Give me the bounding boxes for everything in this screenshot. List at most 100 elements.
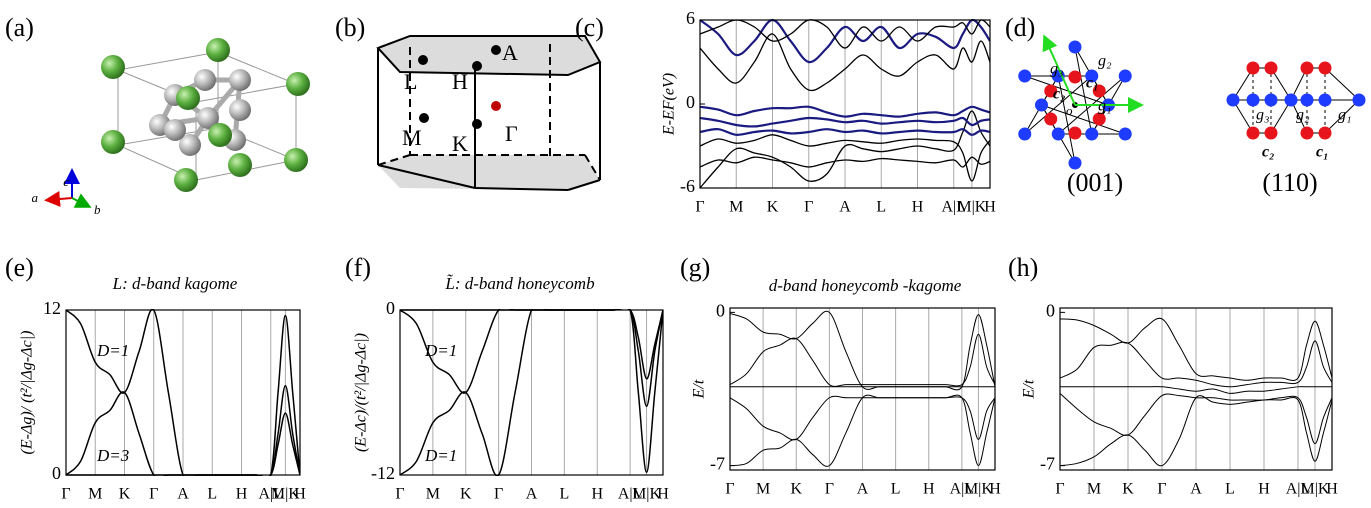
atom-green bbox=[101, 130, 125, 154]
band-line bbox=[700, 110, 990, 189]
band-line bbox=[700, 116, 990, 128]
x-tick-label: K bbox=[790, 481, 802, 498]
y-tick-label: 0 bbox=[386, 298, 395, 318]
x-tick-label: Γ bbox=[395, 486, 404, 503]
x-tick-label: Γ bbox=[149, 486, 158, 503]
panel-label: (f) bbox=[345, 253, 371, 282]
bond bbox=[1057, 75, 1076, 164]
bz-point bbox=[491, 101, 501, 111]
atom-green bbox=[174, 168, 198, 192]
x-tick-label: M bbox=[426, 486, 440, 503]
label: L bbox=[404, 69, 417, 94]
x-tick-label: M bbox=[756, 481, 770, 498]
x-tick-label: Γ bbox=[695, 199, 704, 216]
band-line bbox=[730, 394, 995, 467]
y-tick-label: 0 bbox=[686, 92, 695, 112]
x-tick-label: M|K bbox=[1301, 481, 1330, 498]
site-g bbox=[1264, 93, 1278, 107]
y-tick-label: 0 bbox=[716, 301, 725, 321]
x-tick-label: M|K bbox=[957, 199, 986, 216]
x-tick-label: Γ bbox=[1055, 481, 1064, 498]
bz-point bbox=[419, 113, 429, 123]
atom-green bbox=[176, 86, 200, 110]
x-tick-label: L bbox=[876, 199, 886, 216]
atom-green bbox=[206, 38, 230, 62]
site-c bbox=[1246, 126, 1260, 140]
bond bbox=[1324, 67, 1360, 101]
bz-point bbox=[472, 61, 482, 71]
y-tick-label: 12 bbox=[43, 298, 61, 318]
x-tick-label: H bbox=[923, 481, 935, 498]
band-line bbox=[700, 128, 990, 136]
panel-label: (h) bbox=[1008, 253, 1038, 282]
band-line bbox=[1060, 395, 1332, 467]
bz-bottom bbox=[378, 155, 600, 190]
band-line bbox=[1060, 393, 1332, 445]
x-tick-label: A|L bbox=[950, 481, 975, 498]
atom-grey bbox=[229, 99, 251, 121]
site-c bbox=[1044, 112, 1058, 126]
x-tick-label: L bbox=[207, 486, 217, 503]
annotation: D=1 bbox=[424, 446, 457, 465]
site-g bbox=[1284, 93, 1298, 107]
label: o bbox=[1066, 103, 1073, 118]
x-tick-label: M bbox=[88, 486, 102, 503]
bond bbox=[1041, 104, 1126, 135]
label: Γ bbox=[505, 121, 518, 146]
x-tick-label: L bbox=[891, 481, 901, 498]
x-tick-label: Γ bbox=[61, 486, 70, 503]
bands bbox=[1060, 317, 1332, 467]
bz-point bbox=[472, 119, 482, 129]
site-c bbox=[1300, 61, 1314, 75]
axis-b bbox=[71, 193, 92, 208]
x-tick-label: H bbox=[657, 486, 669, 503]
y-axis-label: (E-Δg)/ (t²/|Δg-Δc|) bbox=[19, 331, 36, 455]
bz-edge bbox=[474, 187, 569, 191]
bz-point bbox=[418, 55, 428, 65]
site-c bbox=[1318, 126, 1332, 140]
band-line bbox=[1060, 386, 1332, 394]
y-axis-label: (E-Δc)/(t²/|Δg-Δc|) bbox=[353, 333, 370, 452]
site-c bbox=[1300, 126, 1314, 140]
label: (b) bbox=[335, 13, 365, 42]
x-tick-label: A|L bbox=[618, 486, 643, 503]
atom-grey bbox=[197, 107, 219, 129]
x-tick-label: M bbox=[729, 199, 743, 216]
site-c bbox=[1264, 61, 1278, 75]
label: g₂ bbox=[1098, 53, 1112, 70]
atom-grey bbox=[179, 134, 201, 156]
chart-title: L: d-band kagome bbox=[112, 274, 238, 293]
site-g bbox=[1018, 127, 1032, 141]
x-tick-label: L bbox=[559, 486, 569, 503]
label: K bbox=[452, 131, 468, 156]
x-tick-label: H bbox=[989, 481, 1001, 498]
site-c bbox=[1068, 126, 1082, 140]
panel-label: (g) bbox=[680, 253, 710, 282]
label: c₁ bbox=[1316, 144, 1329, 161]
x-tick-label: K bbox=[767, 199, 779, 216]
label: M bbox=[402, 125, 422, 150]
x-tick-label: M|K bbox=[632, 486, 661, 503]
label: (a) bbox=[5, 13, 34, 42]
atom-grey bbox=[194, 69, 216, 91]
x-tick-label: M bbox=[1087, 481, 1101, 498]
label: H bbox=[452, 69, 468, 94]
y-tick-label: -6 bbox=[680, 176, 695, 196]
label: A bbox=[502, 40, 518, 65]
site-g bbox=[1246, 93, 1260, 107]
x-tick-label: Γ bbox=[494, 486, 503, 503]
site-g bbox=[1085, 127, 1099, 141]
atom-grey bbox=[229, 69, 251, 91]
site-g bbox=[1051, 127, 1065, 141]
x-tick-label: K bbox=[119, 486, 131, 503]
bz-edge bbox=[377, 164, 476, 189]
label: g₃ bbox=[1050, 61, 1064, 78]
label: c₂ bbox=[1262, 144, 1275, 161]
plot-frame bbox=[699, 19, 991, 189]
x-tick-label: Γ bbox=[1157, 481, 1166, 498]
label: (d) bbox=[1005, 13, 1035, 42]
plot-frame bbox=[729, 307, 996, 471]
label: a bbox=[32, 190, 39, 205]
site-g bbox=[1352, 93, 1366, 107]
label: g₁ bbox=[1098, 98, 1112, 115]
